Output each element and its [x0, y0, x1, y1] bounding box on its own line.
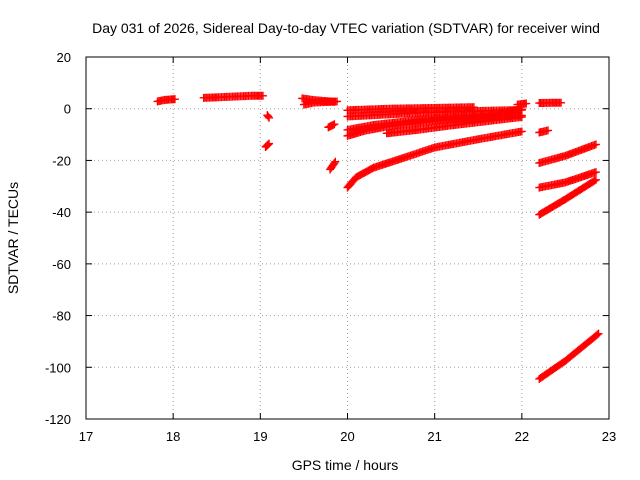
series-15 [513, 99, 531, 109]
x-tick-label: 17 [79, 429, 93, 444]
x-tick-label: 18 [166, 429, 180, 444]
series-9 [343, 127, 526, 192]
data-point [264, 112, 273, 121]
data-point [331, 157, 340, 166]
series-1 [153, 95, 179, 106]
series-17 [535, 126, 552, 137]
series-21 [535, 329, 603, 383]
data-point [264, 140, 273, 149]
x-tick-label: 23 [602, 429, 616, 444]
data-point [557, 98, 566, 107]
series-3 [263, 111, 274, 122]
series-2 [199, 91, 267, 102]
y-tick-label: 0 [64, 102, 71, 117]
series-8 [326, 157, 340, 174]
y-tick-label: -40 [52, 205, 71, 220]
data-point [517, 127, 526, 136]
plot-frame [85, 56, 610, 420]
chart-title: Day 031 of 2026, Sidereal Day-to-day VTE… [92, 20, 600, 36]
series-14 [343, 106, 526, 121]
series-20 [535, 175, 600, 219]
series-6 [299, 97, 342, 109]
data-point [258, 91, 267, 100]
series-18 [535, 140, 600, 168]
data-point [593, 330, 602, 339]
y-axis-label: SDTVAR / TECUs [5, 182, 21, 294]
data-point [333, 97, 342, 106]
data-point [590, 176, 599, 185]
x-tick-label: 22 [515, 429, 529, 444]
series-19 [535, 168, 600, 192]
series-16 [535, 98, 566, 108]
series-13 [382, 112, 526, 138]
tick-labels: 17 18 19 20 21 22 23 -120 -100 -80 -60 -40 -20 0 20 [45, 50, 616, 444]
data-point [170, 95, 179, 104]
data-point [591, 175, 600, 184]
y-tick-label: -60 [52, 257, 71, 272]
y-tick-label: -120 [45, 412, 71, 427]
data-point [591, 168, 600, 177]
data-point [265, 139, 274, 148]
x-axis-label: GPS time / hours [292, 457, 399, 473]
y-tick-label: -100 [45, 360, 71, 375]
x-tick-label: 20 [340, 429, 354, 444]
data-point [517, 112, 526, 121]
data-point [265, 113, 274, 122]
data-point [594, 329, 603, 338]
y-tick-label: 20 [57, 50, 71, 65]
data-point [522, 99, 531, 108]
data-point [330, 159, 339, 168]
series-4 [261, 139, 274, 151]
data-points [153, 91, 603, 383]
series-7 [324, 120, 339, 132]
data-point [591, 140, 600, 149]
data-point [330, 120, 339, 129]
x-tick-label: 21 [427, 429, 441, 444]
data-point [263, 141, 272, 150]
x-tick-label: 19 [253, 429, 267, 444]
y-tick-label: -20 [52, 153, 71, 168]
y-tick-label: -80 [52, 309, 71, 324]
data-point [543, 126, 552, 135]
